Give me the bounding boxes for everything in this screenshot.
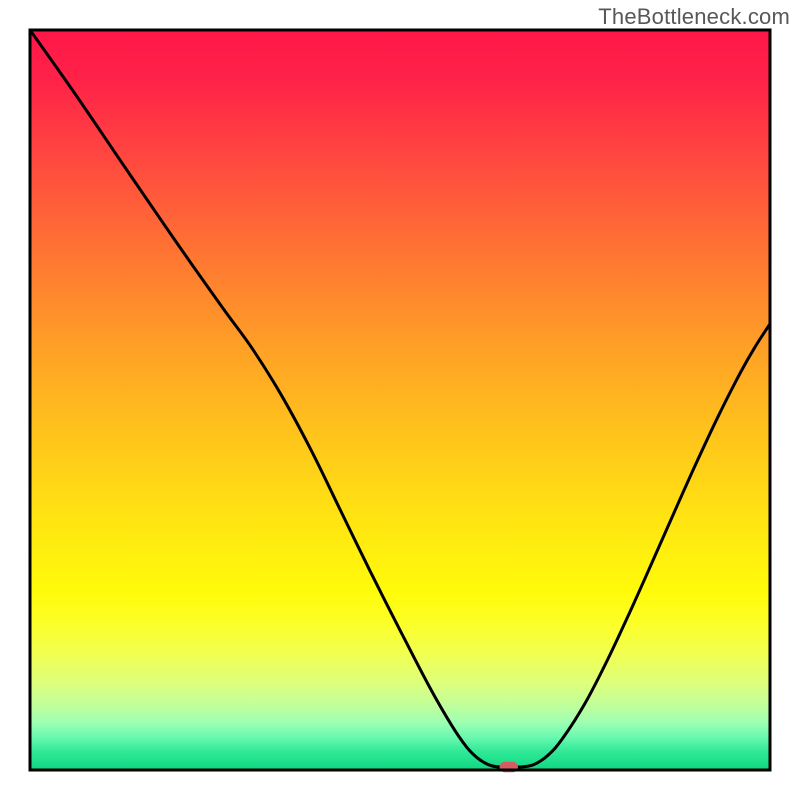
watermark-text: TheBottleneck.com [598,4,790,30]
chart-container: { "watermark": { "text": "TheBottleneck.… [0,0,800,800]
bottleneck-chart [0,0,800,800]
plot-background [30,30,770,770]
